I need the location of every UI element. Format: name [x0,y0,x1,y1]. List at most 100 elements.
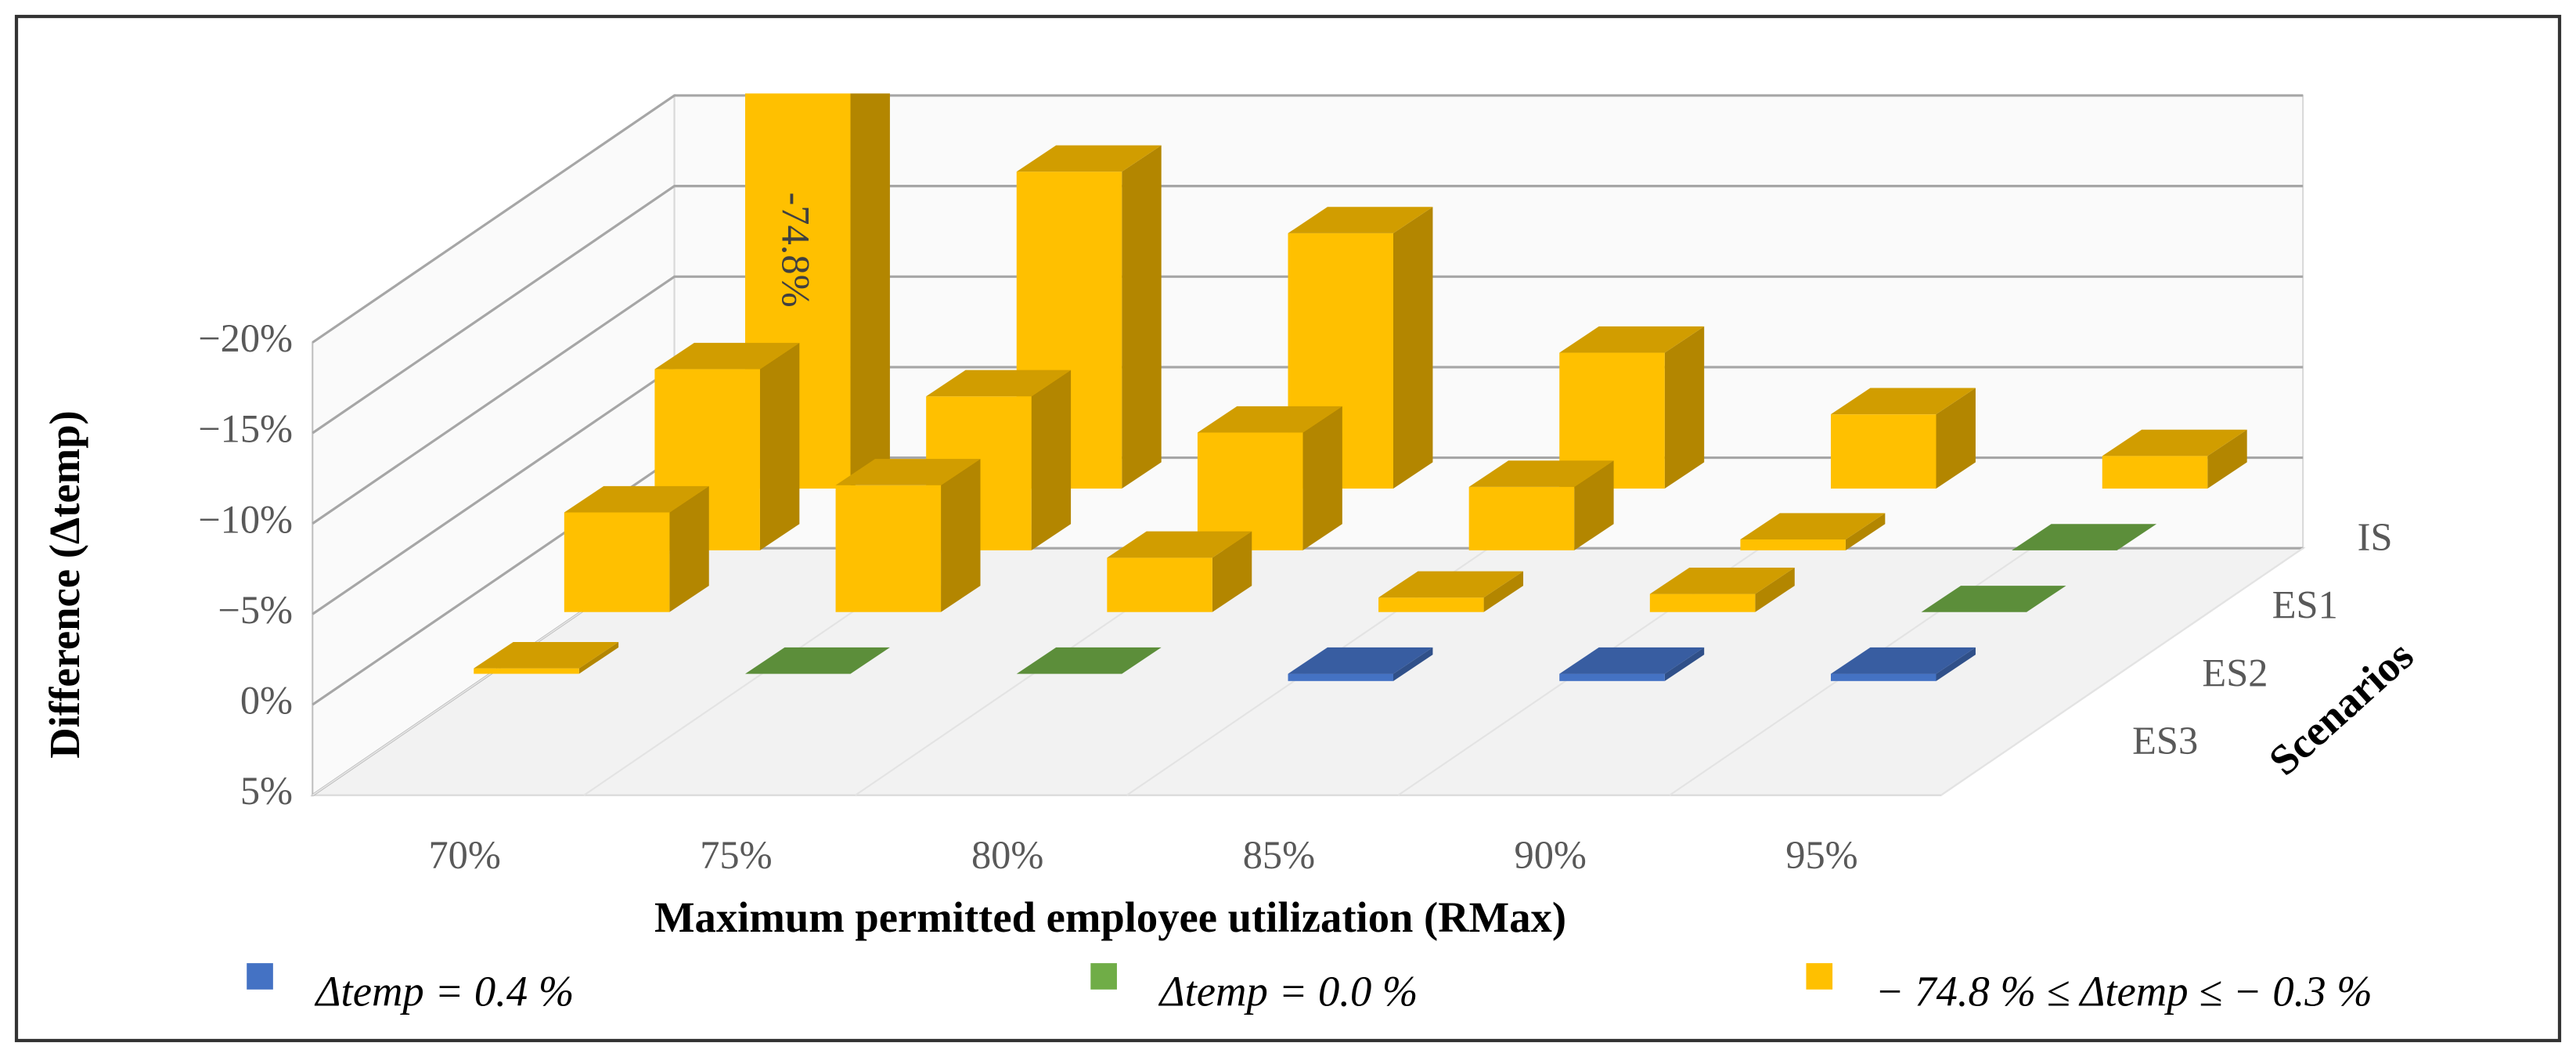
bar-side [1664,326,1705,489]
bar-side [1483,571,1524,612]
bar-side [578,641,619,674]
x-tick-label: 80% [971,833,1043,877]
bar-side [1392,647,1433,681]
bar [1559,647,1705,681]
bar-side [759,342,800,550]
bar-top [2102,429,2247,456]
bar-top [1831,388,1976,415]
bar [1107,531,1252,612]
legend-swatch [247,963,273,990]
bar-top [1016,145,1162,172]
bar-top [1559,647,1705,674]
bar [1921,586,2066,612]
bar-side [1122,145,1162,489]
legend-label: Δtemp = 0.0 % [1158,968,1418,1016]
legend-swatch [1806,963,1833,990]
bar-side [669,485,709,612]
bar-front [1831,673,1937,681]
bar-side [1755,567,1795,612]
bar-side [850,93,890,489]
bar-top [1921,586,2066,612]
bar-front [1649,593,1756,612]
y-axis-label: Difference (Δtemp) [41,410,88,758]
z-tick-label: ES1 [2272,583,2338,627]
z-tick-label: ES3 [2132,719,2198,763]
y-tick-label: 0% [240,679,293,723]
bar-top [1107,531,1252,558]
bar-side [1302,406,1342,550]
bar-side [1212,531,1252,612]
bar [1197,406,1342,550]
y-tick-label: −15% [198,407,293,451]
data-label: -74.8% [773,193,817,308]
bar-front [1288,673,1393,681]
bar [744,647,890,674]
y-tick-label: 5% [240,769,293,813]
bar-top [1016,647,1162,674]
bar-front [2102,456,2208,489]
bar-front [474,668,579,674]
bar-front [564,512,670,612]
bar-top [926,370,1072,397]
legend-label: Δtemp = 0.4 % [314,968,574,1016]
bar-top [1831,647,1976,674]
legend-label: − 74.8 % ≤ Δtemp ≤ − 0.3 % [1875,968,2372,1016]
x-axis-label: Maximum permitted employee utilization (… [654,893,1566,941]
bar-top [1378,571,1524,598]
bar-top [1649,567,1795,594]
y-tick-label: −20% [198,316,293,360]
bar-top [1740,513,1886,539]
bar-front [1740,539,1846,550]
bar-front [1559,673,1665,681]
bar-side [1845,513,1886,550]
bar-side [1031,370,1072,550]
bar [835,459,981,612]
bar-top [1559,326,1705,353]
bar [474,641,619,674]
bar-side [1574,460,1614,550]
bar [1378,571,1524,612]
floor-grid [1940,547,2304,796]
bar [1831,388,1976,489]
bar [1468,460,1614,550]
bar-front [1197,432,1303,550]
x-tick-label: 90% [1514,833,1586,877]
bar-front [835,485,942,612]
bar [564,485,709,612]
x-tick-label: 95% [1785,833,1857,877]
bar-top [835,459,981,485]
bar-side [1392,207,1433,489]
bar-top [1197,406,1342,433]
bar [1831,647,1976,681]
bar-top [744,647,890,674]
x-tick-label: 85% [1243,833,1315,877]
bar-side [1936,388,1976,489]
bar-top [2012,524,2157,550]
bar-top [1468,460,1614,487]
bar-side [1936,647,1976,681]
bar [1740,513,1886,550]
grid-line [312,185,2304,435]
bar [1288,647,1433,681]
bar [1649,567,1795,612]
x-tick-label: 70% [428,833,500,877]
y-tick-label: −5% [218,588,293,632]
y-tick-label: −10% [198,497,293,541]
bar-front [1378,597,1484,612]
bar-front [1831,414,1937,489]
grid-line [312,275,2304,525]
bar-top [654,342,800,370]
bar-top [564,485,709,513]
bar [2102,429,2247,489]
legend-swatch [1090,963,1117,990]
z-tick-label: ES2 [2202,651,2268,694]
bar-side [1664,647,1705,681]
bar-front [1468,486,1575,550]
bar-side [941,459,981,612]
x-tick-label: 75% [700,833,772,877]
bar-top [474,641,619,669]
bar-side [2207,429,2247,489]
z-tick-label: IS [2358,515,2393,559]
bar-front [1107,557,1212,612]
